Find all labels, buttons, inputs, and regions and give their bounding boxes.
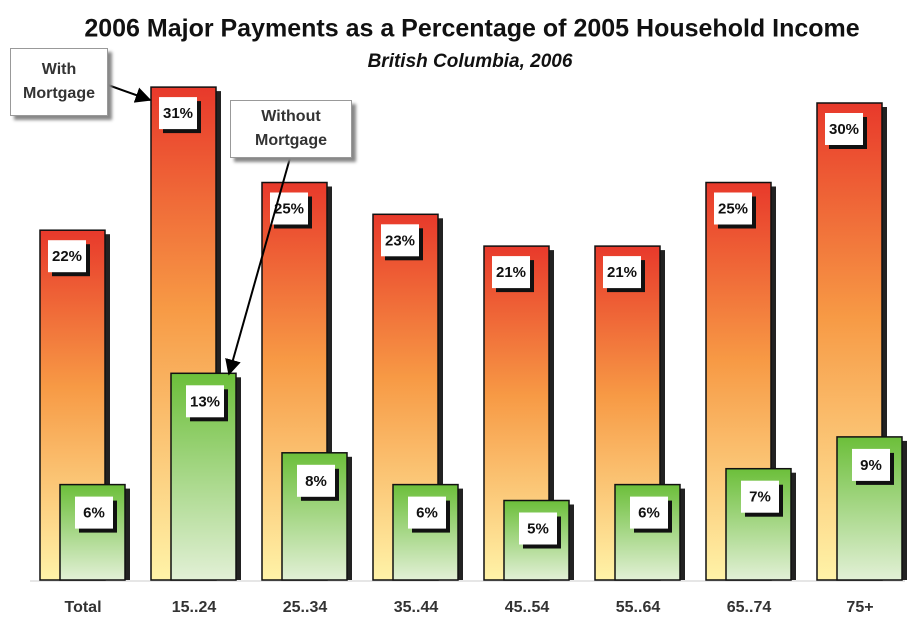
label-box [48,240,86,273]
data-label: 13% [190,393,220,410]
label-box [492,256,530,289]
x-tick-label: 55..64 [616,599,661,616]
label-box [186,385,224,418]
x-tick-label: Total [64,599,101,616]
label-box [603,256,641,289]
callout: With Mortgage [10,48,108,116]
label-box [159,97,197,130]
data-label: 21% [496,264,526,281]
label-box [75,496,113,529]
label-box [741,480,779,513]
arrow [107,84,152,103]
data-label: 25% [718,200,748,217]
x-tick-label: 45..54 [505,599,550,616]
label-box [714,192,752,225]
x-tick-label: 25..34 [283,599,328,616]
data-label: 5% [527,520,549,537]
label-box [297,464,335,497]
bars: Total 22% 6% 15..24 31% 13% 25..34 25% 8% 35..44 2… [39,86,907,616]
data-label: 6% [638,505,660,522]
label-box [519,512,557,545]
data-label: 23% [385,232,415,249]
label-box [825,113,863,145]
data-label: 6% [416,505,438,522]
callout: Without Mortgage [230,100,352,158]
label-box [381,224,419,257]
label-box [630,496,668,529]
data-label: 6% [83,505,105,522]
data-label: 8% [305,473,327,490]
x-tick-label: 35..44 [394,599,439,616]
data-label: 22% [52,248,82,265]
label-box [408,496,446,529]
x-tick-label: 65..74 [727,599,772,616]
chart-subtitle: British Columbia, 2006 [368,51,573,72]
x-tick-label: 75+ [846,599,873,616]
chart-title: 2006 Major Payments as a Percentage of 2… [84,15,859,43]
data-label: 21% [607,264,637,281]
data-label: 30% [829,121,859,138]
x-tick-label: 15..24 [172,599,217,616]
arrow [225,157,291,376]
data-label: 25% [274,200,304,217]
data-label: 7% [749,489,771,506]
data-label: 31% [163,105,193,122]
label-box [852,448,890,481]
data-label: 9% [860,457,882,474]
